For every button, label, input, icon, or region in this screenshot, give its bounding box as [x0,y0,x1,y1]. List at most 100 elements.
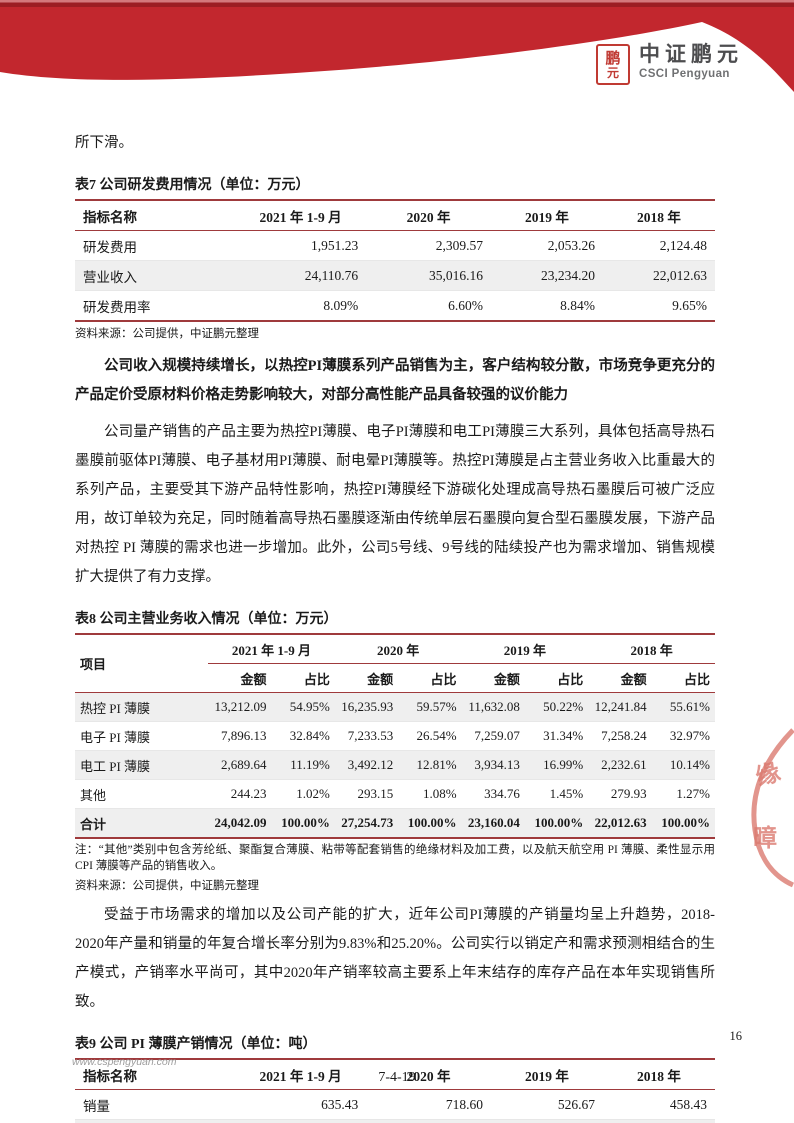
table-cell: 10.14% [651,750,715,780]
table-row: 研发费用率 8.09% 6.60% 8.84% 9.65% [75,290,715,321]
year-group-header: 2020 年 [334,634,462,664]
csci-pengyuan-logo: 鹏 元 中证鹏元 CSCI Pengyuan [596,43,743,85]
table-cell: 1.27% [651,779,715,809]
table-cell: 24,110.76 [235,260,367,291]
table-cell: 16,235.93 [341,699,394,714]
table7-rd-expenses: 指标名称 2021 年 1-9 月 2020 年 2019 年 2018 年 研… [75,199,715,322]
table-row: 热控 PI 薄膜 13,212.09 54.95% 16,235.93 59.5… [75,692,715,722]
column-header: 2018 年 [602,200,715,231]
table-cell: 7,258.24 [588,721,652,751]
column-subheader: 占比 [271,663,335,693]
footer-doc-number: 7-4-19 [378,1070,416,1085]
table-cell: 35,016.16 [366,260,491,291]
column-subheader: 占比 [524,663,589,693]
year-group-header: 2021 年 1-9 月 [208,634,335,664]
table-cell: 6.60% [366,290,491,321]
table-cell: 24,042.09 [208,808,272,838]
column-subheader: 金额 [208,663,272,693]
table-cell: 100.00% [651,808,715,838]
table-cell: 1.02% [271,779,335,809]
column-header: 2021 年 1-9 月 [235,200,367,231]
row-label: 营业收入 [75,260,235,291]
table-cell: 2,689.64 [208,750,272,780]
table-cell: 279.93 [588,779,652,809]
table-cell: 23,234.20 [490,260,603,291]
table-cell: 59.57% [416,699,457,714]
paragraph-production-sales: 受益于市场需求的增加以及公司产能的扩大，近年公司PI薄膜的产销量均呈上升趋势，2… [75,907,715,1010]
row-label: 销量 [83,1098,110,1114]
table-row: 电工 PI 薄膜 2,689.64 11.19% 3,492.12 12.81%… [75,750,715,780]
column-header: 项目 [75,634,209,693]
table8-note: 注：“其他”类别中包含芳纶纸、聚酯复合薄膜、粘带等配套销售的绝缘材料及加工费，以… [75,844,715,872]
table-cell: 9.65% [602,290,715,321]
table-cell: 244.23 [208,779,272,809]
table-cell: 27,254.73 [334,808,399,838]
row-label: 其他 [75,779,209,809]
table-row: 研发费用 1,951.23 2,309.57 2,053.26 2,124.48 [75,231,715,261]
table-cell: 2,124.48 [659,237,707,253]
table-cell: 100.00% [524,808,589,838]
column-header: 2021 年 1-9 月 [235,1059,367,1090]
table-cell: 1.45% [524,779,589,809]
table-cell: 50.22% [543,699,584,714]
table9-header-row: 指标名称 2021 年 1-9 月 2020 年 2019 年 2018 年 [75,1059,715,1090]
table-row: 销量 635.43 718.60 526.67 458.43 [75,1090,715,1120]
brand-text: 中证鹏元 CSCI Pengyuan [639,43,743,81]
table-row: 电子 PI 薄膜 7,896.13 32.84% 7,233.53 26.54%… [75,721,715,751]
column-subheader: 金额 [334,663,399,693]
table-cell: 12,241.84 [594,699,647,714]
page-number: 16 [729,1029,743,1043]
red-swoosh-banner [0,0,794,92]
table-cell: 100.00% [271,808,335,838]
table-cell: 13,212.09 [214,699,267,714]
table-cell: 531.26 [602,1119,715,1123]
paragraph-products: 公司量产销售的产品主要为热控PI薄膜、电子PI薄膜和电工PI薄膜三大系列，具体包… [75,424,715,585]
row-label: 研发费用率 [75,290,235,321]
row-label: 电子 PI 薄膜 [75,721,209,751]
column-header: 2018 年 [602,1059,715,1090]
table8-main-revenue: 项目 2021 年 1-9 月 2020 年 2019 年 2018 年 金额 … [75,633,715,839]
table-cell: 23,160.04 [461,808,525,838]
table-cell: 32.97% [651,721,715,751]
table-cell: 334.76 [461,779,525,809]
table-cell: 32.84% [271,721,335,751]
table-cell: 31.34% [524,721,589,751]
table-cell: 22,012.63 [588,808,652,838]
table7-header-row: 指标名称 2021 年 1-9 月 2020 年 2019 年 2018 年 [75,200,715,231]
page-header: 鹏 元 中证鹏元 CSCI Pengyuan [0,0,794,112]
table8-year-header-row: 项目 2021 年 1-9 月 2020 年 2019 年 2018 年 [75,634,715,693]
table-cell: 8.84% [490,290,603,321]
table-cell: 12.81% [398,750,462,780]
table-row: 其他 244.23 1.02% 293.15 1.08% 334.76 1.45… [75,779,715,809]
table8-source: 资料来源：公司提供，中证鹏元整理 [75,880,259,892]
table7-title: 表7 公司研发费用情况（单位：万元） [75,178,310,193]
table-cell: 718.60 [445,1096,483,1112]
footer-website: www.cspengyuan.com [72,1056,177,1068]
table-cell: 26.54% [398,721,462,751]
brand-name-en: CSCI Pengyuan [639,68,730,81]
table-cell: 2,309.57 [435,237,483,253]
table-cell: 668.72 [235,1119,367,1123]
table-cell: 16.99% [524,750,589,780]
page-content: 所下滑。 表7 公司研发费用情况（单位：万元） 指标名称 2021 年 1-9 … [0,129,794,1123]
column-header: 指标名称 [75,200,235,231]
table9-pi-film: 指标名称 2021 年 1-9 月 2020 年 2019 年 2018 年 销… [75,1058,715,1123]
year-group-header: 2019 年 [461,634,589,664]
table-cell: 532.50 [490,1119,603,1123]
column-header: 2019 年 [490,200,603,231]
table-total-row: 合计 24,042.09 100.00% 27,254.73 100.00% 2… [75,808,715,838]
table-cell: 3,934.13 [461,750,525,780]
table-cell: 11.19% [271,750,335,780]
table-cell: 3,492.12 [334,750,399,780]
paragraph-bold-summary: 公司收入规模持续增长，以热控PI薄膜系列产品销售为主，客户结构较分散，市场竞争更… [75,358,715,403]
table-cell: 2,053.26 [547,237,595,253]
column-subheader: 金额 [461,663,525,693]
paragraph-carryover: 所下滑。 [75,135,133,151]
row-label: 产量 [75,1119,235,1123]
table-cell: 458.43 [669,1096,707,1112]
row-label: 热控 PI 薄膜 [80,700,151,716]
table-cell: 640.83 [366,1119,491,1123]
year-group-header: 2018 年 [588,634,715,664]
table-cell: 8.09% [235,290,367,321]
